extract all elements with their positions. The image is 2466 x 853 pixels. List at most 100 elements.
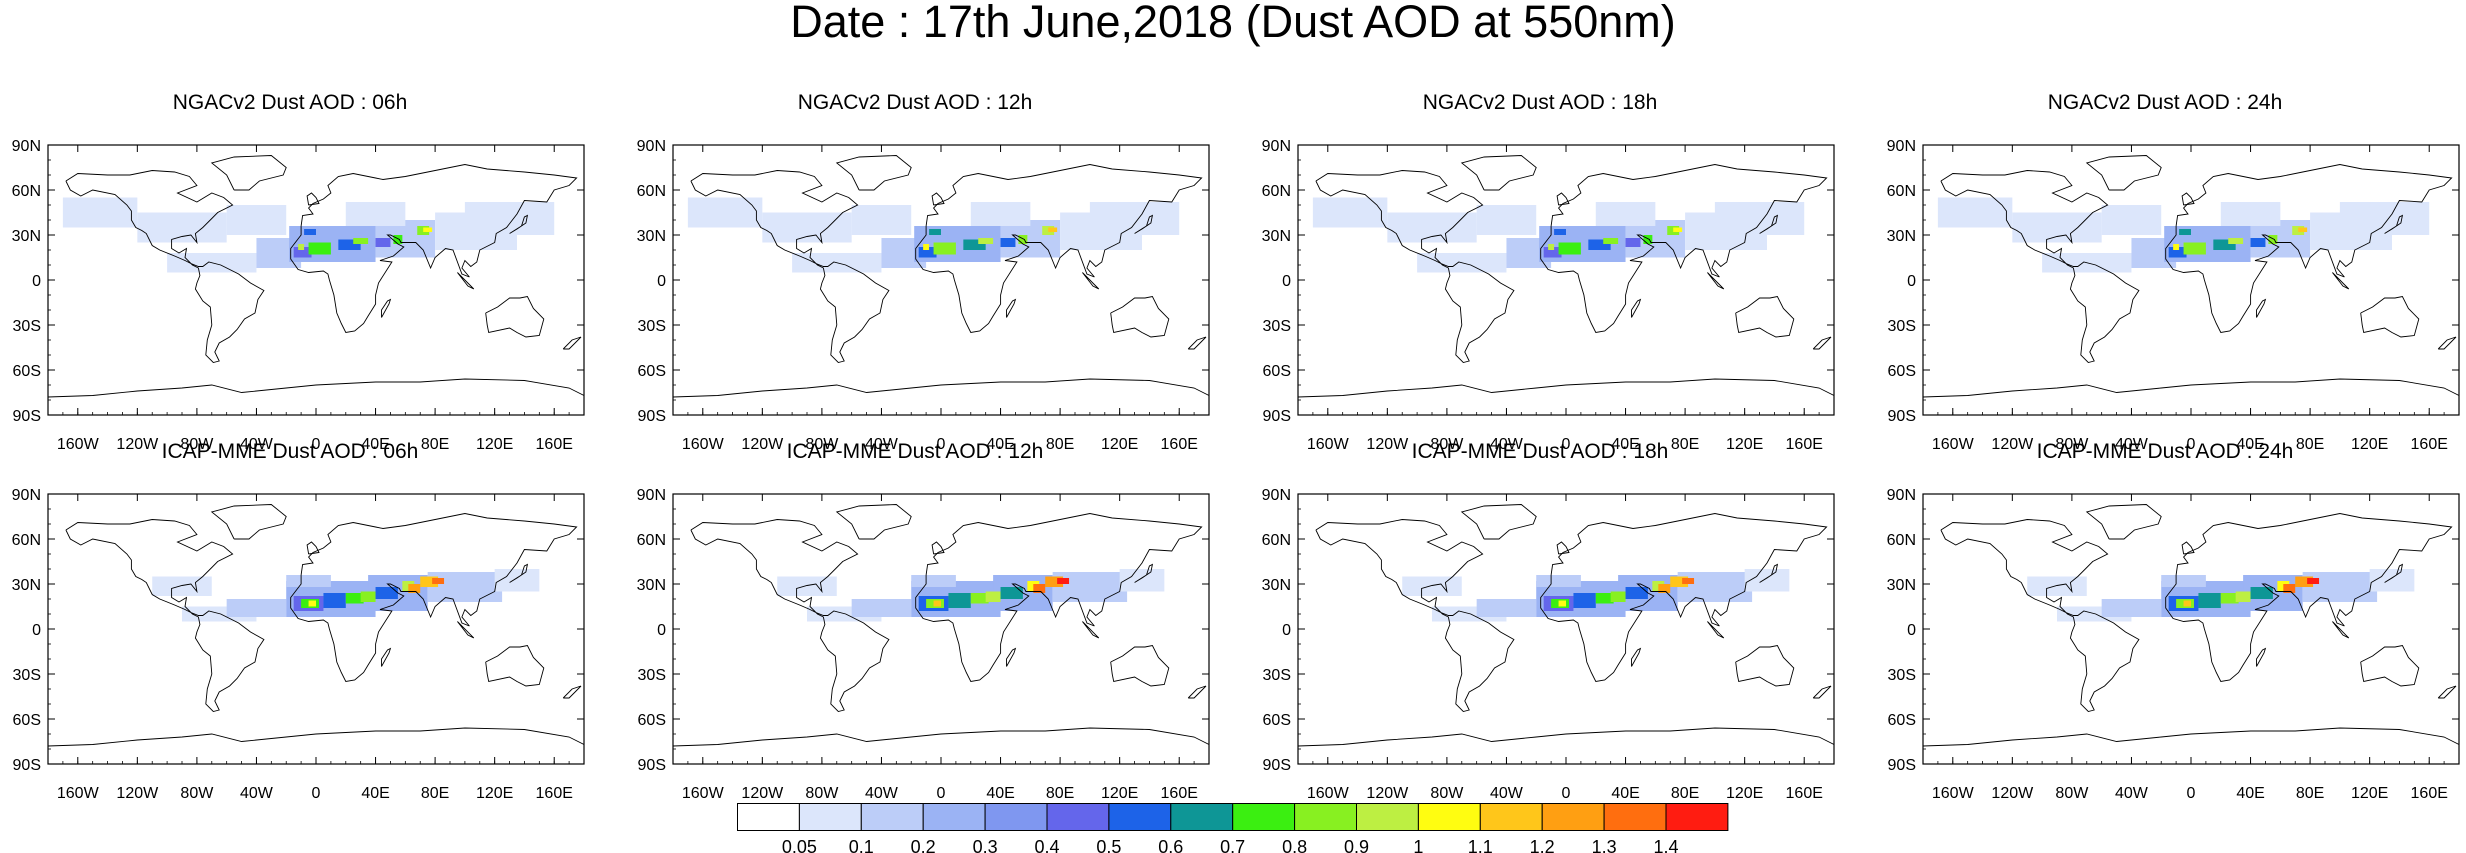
aod-cell [1312, 197, 1388, 228]
aod-cell [1673, 227, 1683, 232]
x-tick-label: 160W [1932, 436, 1975, 453]
map-panel: NGACv2 Dust AOD : 06h 160W 120W 80W 40W 0 40E 8… [0, 91, 585, 453]
x-tick-label: 120E [2351, 436, 2388, 453]
aod-cell [2268, 235, 2278, 244]
coastline [2332, 272, 2350, 290]
panel-title: NGACv2 Dust AOD : 06h [172, 91, 408, 114]
aod-cell [1643, 235, 1653, 244]
aod-cell [2101, 205, 2162, 235]
coastline [1187, 336, 1207, 350]
x-tick-label: 160E [1786, 436, 1823, 453]
aod-cell [1000, 587, 1023, 599]
coastline [2181, 192, 2195, 206]
y-tick-label: 60S [638, 712, 666, 729]
x-tick-label: 160E [2411, 785, 2448, 802]
aod-cell [286, 575, 331, 587]
aod-cell [62, 197, 138, 228]
panel-title: ICAP-MME Dust AOD : 18h [1411, 440, 1669, 463]
coastline [1315, 170, 1515, 363]
aod-cell [2283, 584, 2296, 593]
coastline [1707, 621, 1725, 639]
aod-cell [777, 576, 837, 596]
colorbar-label: 1 [1413, 837, 1423, 853]
coastline [2181, 541, 2195, 555]
aod-cell [948, 593, 971, 608]
y-tick-label: 60N [1262, 532, 1291, 549]
aod-cell [2235, 591, 2251, 602]
aod-cell [1677, 572, 1753, 602]
aod-cell [2012, 212, 2102, 243]
coastline [1735, 644, 1795, 687]
coastline [931, 541, 945, 555]
coastline [1110, 644, 1170, 687]
aod-cell [360, 591, 376, 602]
x-tick-label: 160E [536, 436, 573, 453]
aod-cell [1048, 227, 1058, 232]
aod-cell [353, 238, 369, 244]
x-tick-label: 40W [240, 436, 274, 453]
coastline [2256, 647, 2267, 667]
x-tick-label: 120E [1726, 785, 1763, 802]
y-tick-label: 90S [1263, 408, 1291, 425]
coastline [306, 192, 320, 206]
colorbar-label: 1.4 [1653, 837, 1678, 853]
aod-cell [2168, 247, 2187, 258]
x-tick-label: 40E [986, 436, 1014, 453]
x-tick-label: 120E [1101, 785, 1138, 802]
y-tick-label: 90N [637, 138, 666, 155]
colorbar-label: 0.6 [1158, 837, 1183, 853]
colorbar-swatch [1170, 803, 1234, 831]
x-tick-label: 120W [1366, 436, 1409, 453]
y-tick-label: 60N [637, 532, 666, 549]
aod-cell [1744, 569, 1790, 592]
aod-cell [2161, 575, 2206, 587]
coastline [65, 170, 265, 363]
x-tick-label: 80W [1430, 785, 1464, 802]
coastline [2437, 685, 2457, 699]
panel-title: ICAP-MME Dust AOD : 06h [161, 440, 419, 463]
aod-cell [1603, 238, 1619, 244]
coastline [381, 647, 392, 667]
x-tick-label: 120E [2351, 785, 2388, 802]
aod-cell [2101, 599, 2162, 617]
x-tick-label: 80W [1430, 436, 1464, 453]
y-tick-label: 30S [1263, 667, 1291, 684]
x-tick-label: 40W [1490, 785, 1524, 802]
colorbar-label: 0.2 [911, 837, 936, 853]
aod-cell [2183, 600, 2191, 607]
aod-cell [933, 600, 941, 607]
aod-cell [929, 229, 941, 235]
x-tick-label: 120E [476, 436, 513, 453]
x-tick-label: 80E [1671, 785, 1699, 802]
map-panel: ICAP-MME Dust AOD : 12h 160W 120W 80W 40W 0 40… [625, 440, 1210, 802]
aod-cell [985, 591, 1001, 602]
coastline [509, 214, 529, 234]
colorbar-swatch [798, 803, 862, 831]
x-tick-label: 80E [1046, 785, 1074, 802]
aod-cell [851, 205, 912, 235]
aod-cell [970, 593, 989, 604]
aod-cell [2339, 202, 2430, 235]
x-tick-label: 40W [865, 785, 899, 802]
x-tick-label: 40W [2115, 785, 2149, 802]
y-tick-label: 90S [13, 408, 41, 425]
aod-cell [375, 587, 398, 599]
aod-cell [1625, 238, 1641, 247]
x-tick-label: 80E [2296, 436, 2324, 453]
x-tick-label: 40W [865, 436, 899, 453]
aod-cell [432, 578, 445, 584]
x-tick-label: 160W [682, 785, 725, 802]
coastline [2085, 155, 2162, 191]
y-tick-label: 60S [638, 363, 666, 380]
x-tick-label: 80E [2296, 785, 2324, 802]
y-tick-label: 0 [32, 622, 41, 639]
colorbar-label: 0.4 [1034, 837, 1059, 853]
aod-cell [1573, 593, 1596, 608]
aod-cell [851, 599, 912, 617]
colorbar-label: 0.3 [973, 837, 998, 853]
coastline [1707, 272, 1725, 290]
plot-frame [47, 144, 585, 416]
y-tick-label: 30S [1888, 318, 1916, 335]
map-panel: NGACv2 Dust AOD : 18h 160W 120W 80W 40W 0 40E 8… [1250, 91, 1835, 453]
y-tick-label: 90N [1262, 487, 1291, 504]
